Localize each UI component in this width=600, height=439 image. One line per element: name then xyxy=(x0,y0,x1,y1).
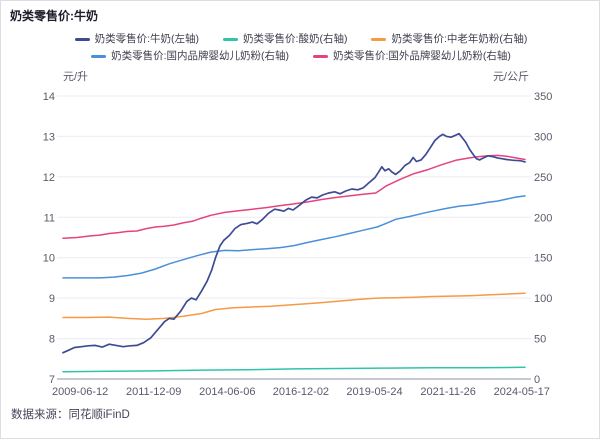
legend-swatch-icon xyxy=(91,55,107,58)
y-axis-tick-left: 12 xyxy=(43,172,55,184)
y-axis-tick-right: 300 xyxy=(534,131,552,143)
line-chart: 14 350 13 300 12 250 11 200 10 150 9 100 8 50 7 0 2009-0… xyxy=(43,91,553,398)
legend-label: 奶类零售价:中老年奶粉(右轴) xyxy=(391,33,528,45)
legend-label: 奶类零售价:酸奶(右轴) xyxy=(243,33,348,45)
legend-item[interactable]: 奶类零售价:中老年奶粉(右轴) xyxy=(371,33,527,46)
y-axis-tick-right: 50 xyxy=(534,334,546,346)
legend-swatch-icon xyxy=(313,55,328,58)
x-axis-label: 2014-06-06 xyxy=(199,386,255,398)
legend-row: 奶类零售价:牛奶(左轴) 奶类零售价:酸奶(右轴) 奶类零售价:中老年奶粉(右轴) xyxy=(41,33,561,46)
x-axis-label: 2019-05-24 xyxy=(346,386,402,398)
y-axis-tick-right: 250 xyxy=(534,172,552,184)
legend-item[interactable]: 奶类零售价:牛奶(左轴) xyxy=(74,33,200,46)
y-axis-tick-left: 8 xyxy=(49,334,55,346)
left-axis-unit: 元/升 xyxy=(63,71,89,83)
series-line-2 xyxy=(62,292,526,320)
legend-label: 奶类零售价:国外品牌婴幼儿奶粉(右轴) xyxy=(333,50,511,62)
legend-item[interactable]: 奶类零售价:国内品牌婴幼儿奶粉(右轴) xyxy=(91,50,289,63)
legend: 奶类零售价:牛奶(左轴) 奶类零售价:酸奶(右轴) 奶类零售价:中老年奶粉(右轴) 奶… xyxy=(41,33,561,63)
y-axis-tick-right: 350 xyxy=(534,91,552,103)
legend-swatch-icon xyxy=(371,38,387,41)
series-line-0 xyxy=(62,132,526,354)
series-line-3 xyxy=(62,195,526,279)
y-axis-tick-right: 150 xyxy=(534,253,552,265)
series-line-1 xyxy=(62,366,526,373)
x-axis-label: 2016-12-02 xyxy=(273,386,329,398)
x-axis-label: 2011-12-09 xyxy=(126,386,181,398)
legend-row: 奶类零售价:国内品牌婴幼儿奶粉(右轴) 奶类零售价:国外品牌婴幼儿奶粉(右轴) xyxy=(41,50,561,63)
legend-label: 奶类零售价:国内品牌婴幼儿奶粉(右轴) xyxy=(111,50,289,62)
y-axis-tick-left: 10 xyxy=(43,253,55,265)
legend-swatch-icon xyxy=(74,38,90,41)
legend-item[interactable]: 奶类零售价:酸奶(右轴) xyxy=(223,33,347,46)
y-axis-tick-left: 9 xyxy=(49,293,55,305)
data-source: 数据来源：同花顺iFinD xyxy=(11,409,130,421)
y-axis-tick-right: 100 xyxy=(534,293,552,305)
legend-swatch-icon xyxy=(223,38,239,41)
chart-title: 奶类零售价:牛奶 xyxy=(10,9,98,23)
x-axis-label: 2021-11-26 xyxy=(420,386,475,398)
legend-item[interactable]: 奶类零售价:国外品牌婴幼儿奶粉(右轴) xyxy=(313,50,511,63)
y-axis-tick-left: 14 xyxy=(43,91,55,103)
y-axis-tick-left: 11 xyxy=(44,212,55,224)
legend-label: 奶类零售价:牛奶(左轴) xyxy=(94,33,200,45)
x-axis-label: 2024-05-17 xyxy=(494,386,550,398)
x-axis-label: 2009-06-12 xyxy=(52,386,108,398)
y-axis-tick-right: 0 xyxy=(534,374,540,386)
y-axis-tick-right: 200 xyxy=(534,212,552,224)
series-line-4 xyxy=(62,154,526,240)
right-axis-unit: 元/公斤 xyxy=(492,71,529,83)
y-axis-tick-left: 7 xyxy=(49,374,55,386)
y-axis-tick-left: 13 xyxy=(43,131,55,143)
